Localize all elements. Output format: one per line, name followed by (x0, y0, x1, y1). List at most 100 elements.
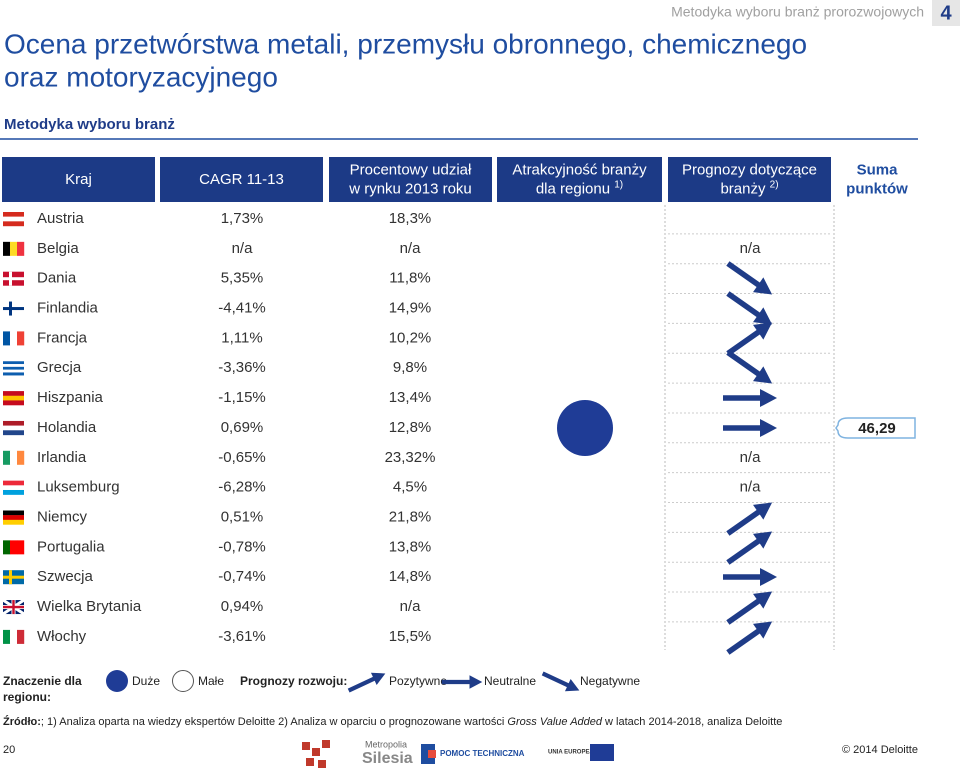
cagr: -3,61% (218, 628, 266, 645)
share: 12,8% (389, 419, 432, 436)
legend-label: Znaczenie dla (3, 674, 82, 688)
country: Portugalia (37, 538, 105, 555)
flag-part (10, 241, 18, 256)
share: 18,3% (389, 210, 432, 227)
flag-part (3, 420, 24, 426)
flag-part (3, 575, 24, 579)
country: Grecja (37, 359, 82, 376)
share: 13,4% (389, 389, 432, 406)
cagr: 1,73% (221, 210, 264, 227)
country: Niemcy (37, 508, 88, 525)
title-line: oraz motoryzacyjnego (4, 61, 278, 92)
flag-part (3, 430, 24, 436)
country: Finlandia (37, 300, 99, 317)
share: n/a (400, 598, 422, 615)
flag-part (3, 425, 24, 431)
share: 10,2% (389, 329, 432, 346)
legend-label: Prognozy rozwoju: (240, 674, 347, 688)
source-text: ; 1) Analiza oparta na wiedzy ekspertów … (41, 716, 508, 728)
header-text: Suma (857, 161, 899, 178)
header-text: punktów (846, 180, 908, 197)
row-separators (668, 233, 831, 623)
cagr: -0,65% (218, 449, 266, 466)
country: Belgia (37, 240, 79, 257)
cagr: 0,94% (221, 598, 264, 615)
cagr: n/a (232, 240, 254, 257)
flags (2, 212, 25, 644)
forecast: n/a (740, 479, 762, 496)
flag-part (3, 212, 24, 217)
header-text: Kraj (65, 171, 92, 188)
flag-part (3, 519, 24, 525)
forecast: n/a (740, 449, 762, 466)
legend-text: Neutralne (484, 674, 536, 688)
copyright: © 2014 Deloitte (842, 744, 918, 756)
header-sup: 1) (614, 179, 623, 190)
header-text: Prognozy dotyczące (682, 161, 817, 178)
country: Włochy (37, 628, 87, 645)
flag-part (3, 361, 24, 365)
cagr: -4,41% (218, 300, 266, 317)
footer-page: 20 (3, 744, 15, 756)
share: 23,32% (385, 449, 436, 466)
flag-part (3, 629, 11, 644)
page-box (932, 0, 960, 26)
header-cell (329, 157, 492, 202)
flag-part (10, 331, 18, 346)
total-bracket (835, 417, 916, 439)
title-line: Ocena przetwórstwa metali, przemysłu obr… (4, 28, 807, 59)
header-text: branży 2) (720, 179, 778, 197)
legend-small (172, 670, 194, 692)
country: Irlandia (37, 449, 87, 466)
forecast: n/a (740, 240, 762, 257)
flag-part (3, 241, 11, 256)
flag-part (3, 331, 11, 346)
country: Wielka Brytania (37, 598, 142, 615)
flag-part (3, 400, 24, 406)
source-label: Źródło: (3, 715, 41, 728)
logo-text: Silesia (362, 750, 413, 767)
cagr: 0,69% (221, 419, 264, 436)
country: Szwecja (37, 568, 94, 585)
header-sup: 2) (770, 179, 779, 190)
header-text: CAGR 11-13 (199, 171, 284, 188)
page-number: 4 (940, 2, 952, 24)
logo-text: UNIA EUROPEJSKA (548, 750, 606, 756)
cagr: 1,11% (221, 329, 262, 346)
share: n/a (400, 240, 422, 257)
flag-part (3, 485, 24, 491)
share: 14,8% (389, 568, 432, 585)
section-label: Metodyka wyboru branż prorozwojowych (671, 4, 924, 20)
flag-part (3, 366, 24, 370)
legend-label: regionu: (3, 690, 51, 704)
header-text: dla regionu (536, 180, 610, 197)
legend-arrow (441, 675, 483, 689)
flag-part (10, 629, 18, 644)
source-italic: Gross Value Added (507, 716, 602, 728)
flag-part (3, 391, 24, 396)
flag-part (17, 450, 25, 465)
header-text: dla regionu 1) (536, 179, 623, 197)
flag-part (17, 629, 25, 644)
flag-part (3, 395, 24, 401)
share: 15,5% (389, 628, 432, 645)
header-cell (160, 157, 323, 202)
large-circle (557, 400, 613, 456)
share: 21,8% (389, 508, 432, 525)
header-text: Procentowy udział (350, 161, 472, 178)
flag-part (10, 450, 18, 465)
flag-part (10, 540, 18, 555)
flag-part (3, 489, 24, 495)
cagr: -3,36% (218, 359, 266, 376)
legend-text: Pozytywne (389, 674, 447, 688)
legend-large (106, 670, 128, 692)
country: Francja (37, 329, 88, 346)
share: 11,8% (389, 270, 430, 287)
source-tail: w latach 2014-2018, analiza Deloitte (602, 716, 782, 728)
flag-part (3, 221, 24, 227)
share: 14,9% (389, 300, 432, 317)
logo-ue: UNIA EUROPEJSKA (548, 744, 614, 761)
flag-part (3, 277, 24, 281)
header-text: Atrakcyjność branży (512, 161, 647, 178)
